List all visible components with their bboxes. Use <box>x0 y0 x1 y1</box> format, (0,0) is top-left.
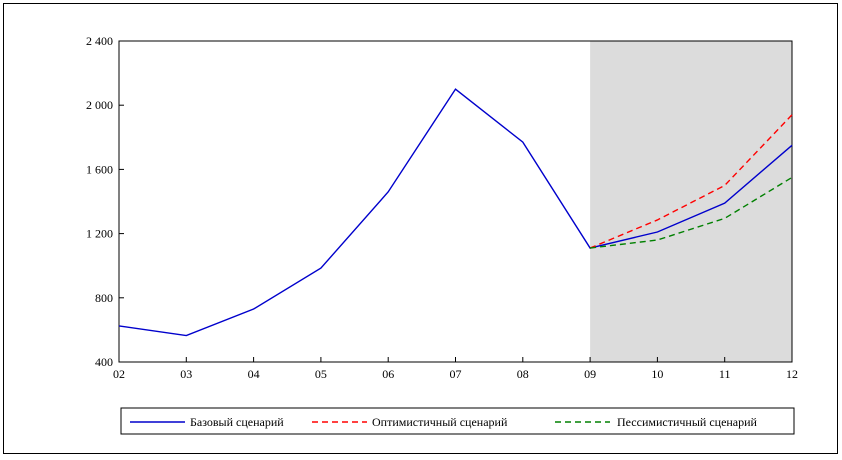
x-tick-label: 07 <box>450 367 462 381</box>
series-line-1 <box>118 88 793 337</box>
y-tick-label: 800 <box>95 291 113 305</box>
x-tick-label: 02 <box>113 367 125 381</box>
x-tick-label: 03 <box>180 367 192 381</box>
legend-label-3: Пессимистичный сценарий <box>617 415 758 429</box>
series-line-2 <box>589 114 793 249</box>
x-tick-label: 11 <box>719 367 731 381</box>
y-tick-label: 400 <box>95 355 113 369</box>
legend-box <box>120 407 795 435</box>
y-tick-label: 1 600 <box>86 162 113 176</box>
legend-label-1: Базовый сценарий <box>190 415 284 429</box>
y-tick-label: 1 200 <box>86 227 113 241</box>
forecast-shaded-region <box>590 41 792 362</box>
legend-label-2: Оптимистичный сценарий <box>372 415 508 429</box>
x-tick-label: 12 <box>786 367 798 381</box>
y-tick-label: 2 400 <box>86 34 113 48</box>
x-tick-label: 10 <box>651 367 663 381</box>
x-tick-label: 05 <box>315 367 327 381</box>
x-tick-label: 09 <box>584 367 596 381</box>
line-chart: 400 800 1 200 1 600 2 000 2 400 02 03 04 05 06 07 08… <box>86 34 798 435</box>
chart-frame: 400 800 1 200 1 600 2 000 2 400 02 03 04 05 06 07 08… <box>3 3 838 454</box>
x-tick-label: 04 <box>248 367 260 381</box>
x-tick-label: 08 <box>517 367 529 381</box>
y-tick-label: 2 000 <box>86 98 113 112</box>
x-tick-label: 06 <box>382 367 394 381</box>
series-line-3 <box>590 176 793 249</box>
